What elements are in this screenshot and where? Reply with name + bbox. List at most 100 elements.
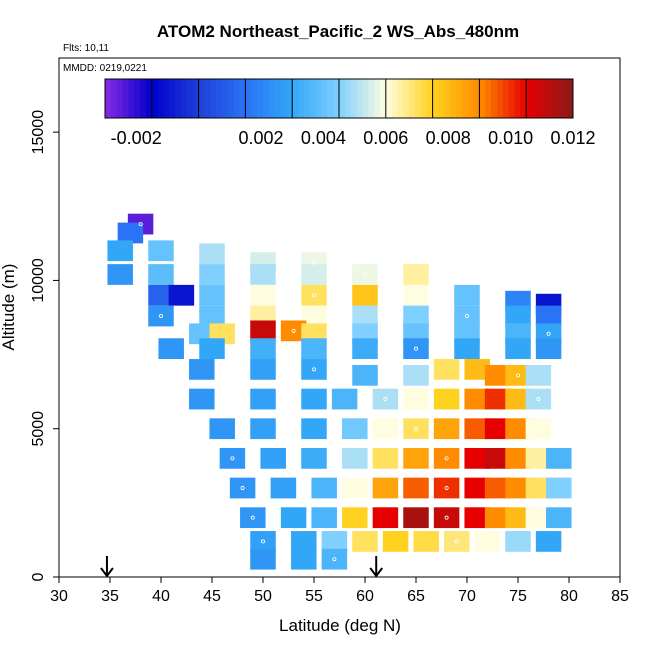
sample-markers bbox=[138, 222, 551, 562]
colorbar-segment bbox=[186, 79, 194, 118]
colorbar-segment bbox=[216, 79, 223, 118]
colorbar-segment bbox=[350, 79, 358, 118]
colorbar-segment bbox=[496, 79, 504, 118]
colorbar-segment bbox=[426, 79, 434, 118]
colorbar-segment bbox=[461, 79, 469, 118]
colorbar-segment bbox=[567, 79, 574, 118]
colorbar-segment bbox=[151, 79, 159, 118]
heatmap-cell bbox=[525, 477, 552, 499]
colorbar-tick-label: 0.010 bbox=[488, 128, 533, 148]
heatmap-cell bbox=[372, 477, 399, 499]
heatmap-cell bbox=[352, 284, 378, 306]
heatmap-cell bbox=[382, 531, 409, 552]
heatmap-cell bbox=[433, 418, 460, 440]
heatmap-cell bbox=[403, 264, 429, 285]
heatmap-cell bbox=[199, 338, 225, 360]
heatmap-cell bbox=[199, 305, 225, 327]
colorbar-segment bbox=[315, 79, 322, 118]
heatmap-cell bbox=[505, 364, 531, 386]
heatmap-cell bbox=[352, 531, 378, 552]
heatmap-cell bbox=[219, 447, 246, 469]
x-tick-label: 55 bbox=[305, 588, 323, 605]
heatmap-cell bbox=[301, 284, 327, 306]
heatmap-cell bbox=[189, 388, 215, 410]
heatmap-cell bbox=[454, 305, 480, 327]
colorbar-segment bbox=[514, 79, 521, 118]
heatmap-cell bbox=[250, 264, 276, 285]
colorbar-segment bbox=[438, 79, 445, 118]
colorbar-segment bbox=[169, 79, 176, 118]
colorbar-segment bbox=[502, 79, 510, 118]
heatmap-cell bbox=[342, 418, 368, 440]
sample-marker bbox=[536, 397, 541, 402]
heatmap-cell bbox=[301, 264, 327, 285]
heatmap-cells bbox=[107, 213, 572, 570]
heatmap-cell bbox=[250, 359, 276, 380]
colorbar-segment bbox=[175, 79, 182, 118]
heatmap-cell bbox=[403, 418, 429, 440]
colorbar-segment bbox=[251, 79, 258, 118]
y-axis-label: Altitude (m) bbox=[0, 264, 18, 351]
colorbar-segment bbox=[526, 79, 533, 118]
colorbar-segment bbox=[356, 79, 363, 118]
heatmap-cell bbox=[250, 418, 276, 440]
colorbar-segment bbox=[192, 79, 200, 118]
chart-title: ATOM2 Northeast_Pacific_2 WS_Abs_480nm bbox=[157, 22, 519, 41]
sample-marker bbox=[413, 346, 418, 351]
colorbar-segment bbox=[403, 79, 410, 118]
heatmap-cell bbox=[372, 388, 399, 410]
heatmap-cell bbox=[301, 447, 327, 469]
axes: 30 35 40 45 50 55 60 65 70 75 80 85 0 5000 10000 15000 bbox=[30, 110, 629, 605]
sample-marker bbox=[260, 539, 265, 544]
colorbar-segment bbox=[415, 79, 422, 118]
y-tick-label: 0 bbox=[30, 572, 47, 581]
heatmap-cell bbox=[484, 418, 511, 440]
heatmap-cell bbox=[474, 531, 501, 552]
colorbar-segment bbox=[485, 79, 492, 118]
colorbar-segment bbox=[145, 79, 153, 118]
heatmap-cell bbox=[189, 359, 215, 380]
colorbar-segment bbox=[309, 79, 317, 118]
colorbar-segment bbox=[134, 79, 141, 118]
heatmap-cell bbox=[454, 338, 480, 360]
heatmap-cell bbox=[403, 388, 429, 410]
colorbar-segment bbox=[257, 79, 264, 118]
heatmap-cell bbox=[301, 418, 327, 440]
colorbar-segment bbox=[327, 79, 334, 118]
sample-marker bbox=[311, 367, 316, 372]
heatmap-cell bbox=[484, 364, 511, 386]
heatmap-cell bbox=[107, 240, 133, 262]
colorbar-segment bbox=[374, 79, 381, 118]
heatmap-cell bbox=[321, 548, 348, 570]
y-tick-label: 10000 bbox=[30, 258, 47, 303]
colorbar-segment bbox=[268, 79, 276, 118]
x-tick-label: 35 bbox=[101, 588, 119, 605]
heatmap-cell bbox=[433, 447, 460, 469]
heatmap-cell bbox=[168, 284, 195, 306]
sample-marker bbox=[454, 539, 459, 544]
colorbar-segment bbox=[321, 79, 328, 118]
heatmap-cell bbox=[535, 531, 562, 552]
heatmap-cell bbox=[280, 320, 307, 342]
heatmap-cell bbox=[403, 305, 429, 327]
heatmap-cell bbox=[372, 447, 399, 469]
heatmap-cell bbox=[117, 222, 144, 244]
heatmap-cell bbox=[158, 338, 184, 360]
heatmap-cell bbox=[250, 548, 276, 570]
heatmap-cell bbox=[331, 388, 358, 410]
colorbar-segment bbox=[298, 79, 305, 118]
colorbar-tick-label: 0.008 bbox=[426, 128, 471, 148]
x-tick-label: 85 bbox=[611, 588, 629, 605]
heatmap-cell bbox=[250, 388, 276, 410]
x-tick-label: 60 bbox=[356, 588, 374, 605]
x-tick-label: 80 bbox=[560, 588, 578, 605]
colorbar-segment bbox=[344, 79, 352, 118]
heatmap-cell bbox=[342, 507, 368, 529]
heatmap-cell bbox=[372, 418, 399, 440]
colorbar-segment bbox=[379, 79, 387, 118]
heatmap-cell bbox=[311, 477, 337, 499]
heatmap-cell bbox=[484, 388, 511, 410]
heatmap-cell bbox=[403, 447, 429, 469]
heatmap-cell bbox=[484, 447, 511, 469]
